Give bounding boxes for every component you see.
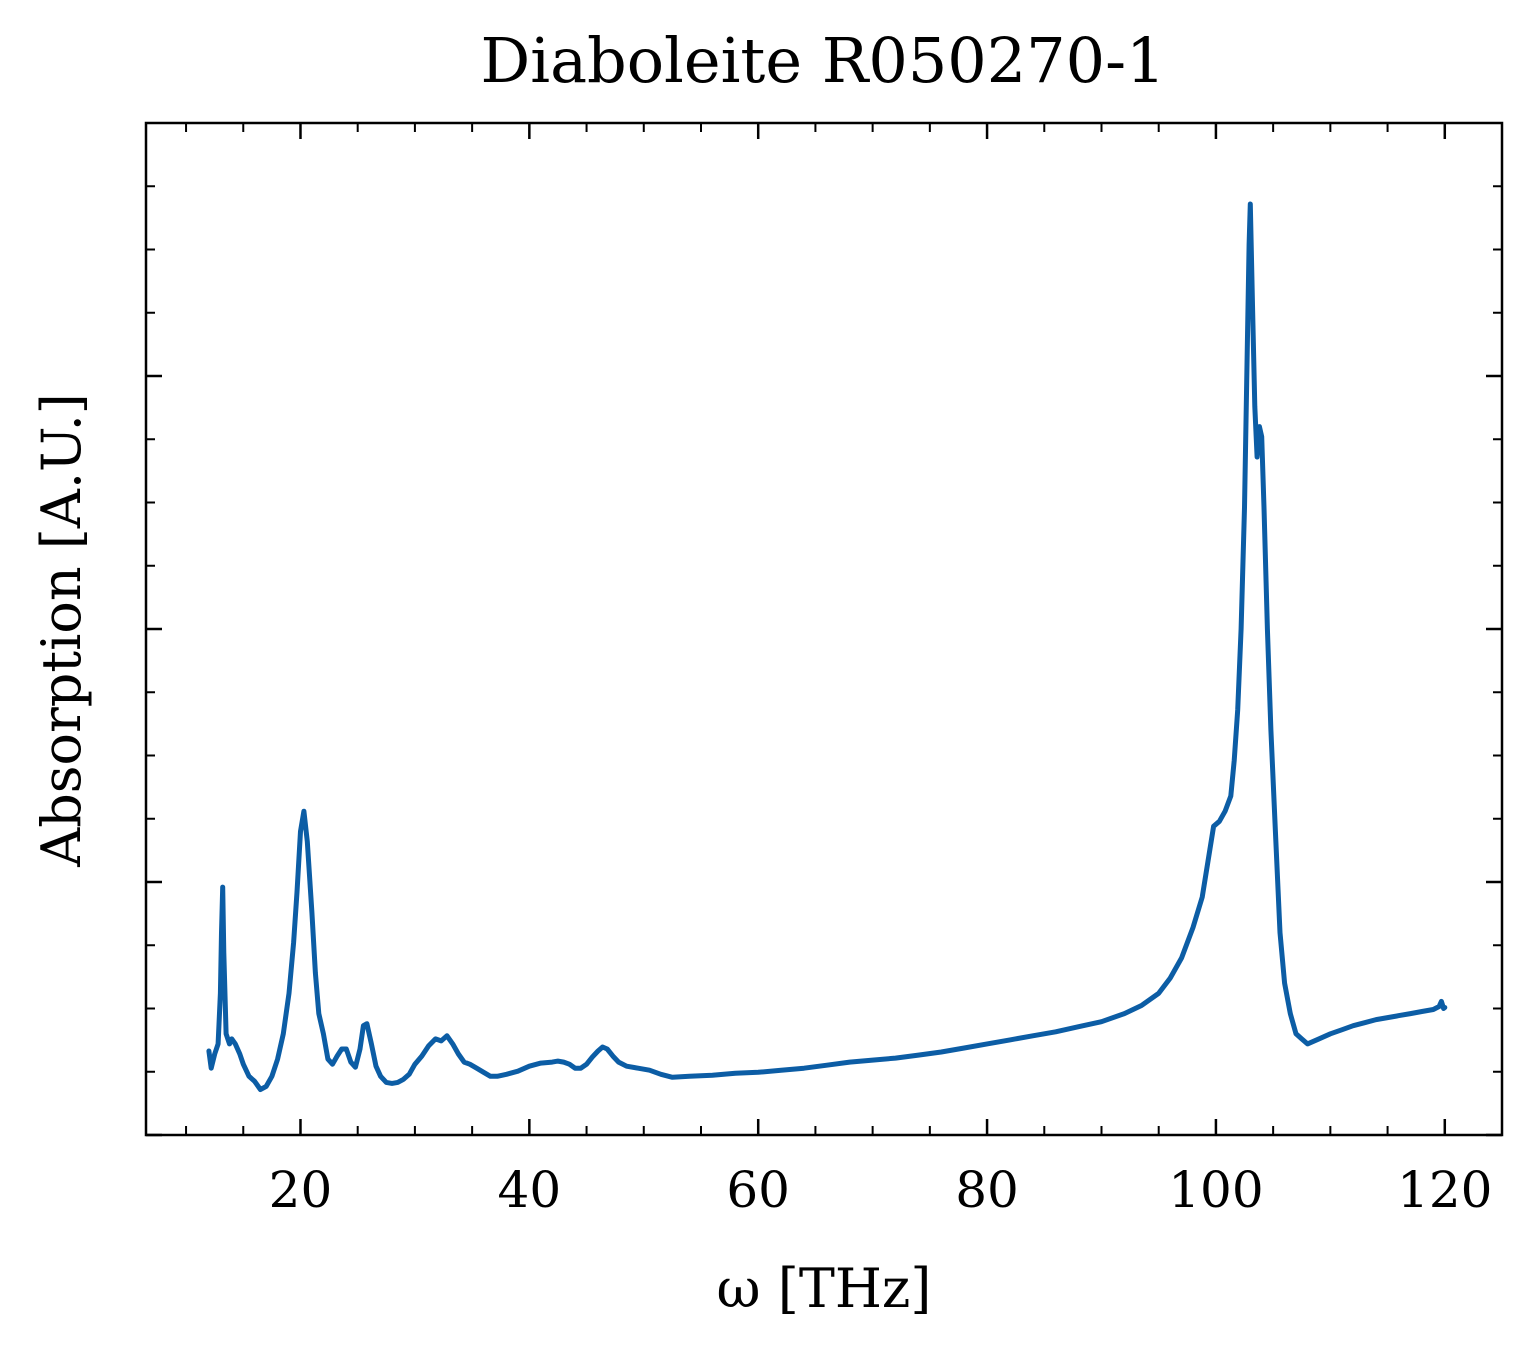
plot-area bbox=[206, 201, 1448, 1092]
series-line-0 bbox=[206, 201, 1448, 1092]
x-axis-label: ω [THz] bbox=[717, 1257, 932, 1320]
x-tick-label: 80 bbox=[955, 1161, 1019, 1219]
x-tick-label: 120 bbox=[1397, 1161, 1492, 1219]
plot-frame bbox=[144, 121, 1504, 1137]
axis-ticks: 20 40 60 80 100 120 bbox=[146, 123, 1503, 1219]
x-tick-label: 40 bbox=[498, 1161, 562, 1219]
x-tick-label: 100 bbox=[1168, 1161, 1263, 1219]
x-tick-label: 20 bbox=[269, 1161, 333, 1219]
y-axis-label: Absorption [A.U.] bbox=[30, 393, 93, 868]
chart-title: Diaboleite R050270-1 bbox=[481, 24, 1166, 97]
x-tick-label: 60 bbox=[726, 1161, 790, 1219]
